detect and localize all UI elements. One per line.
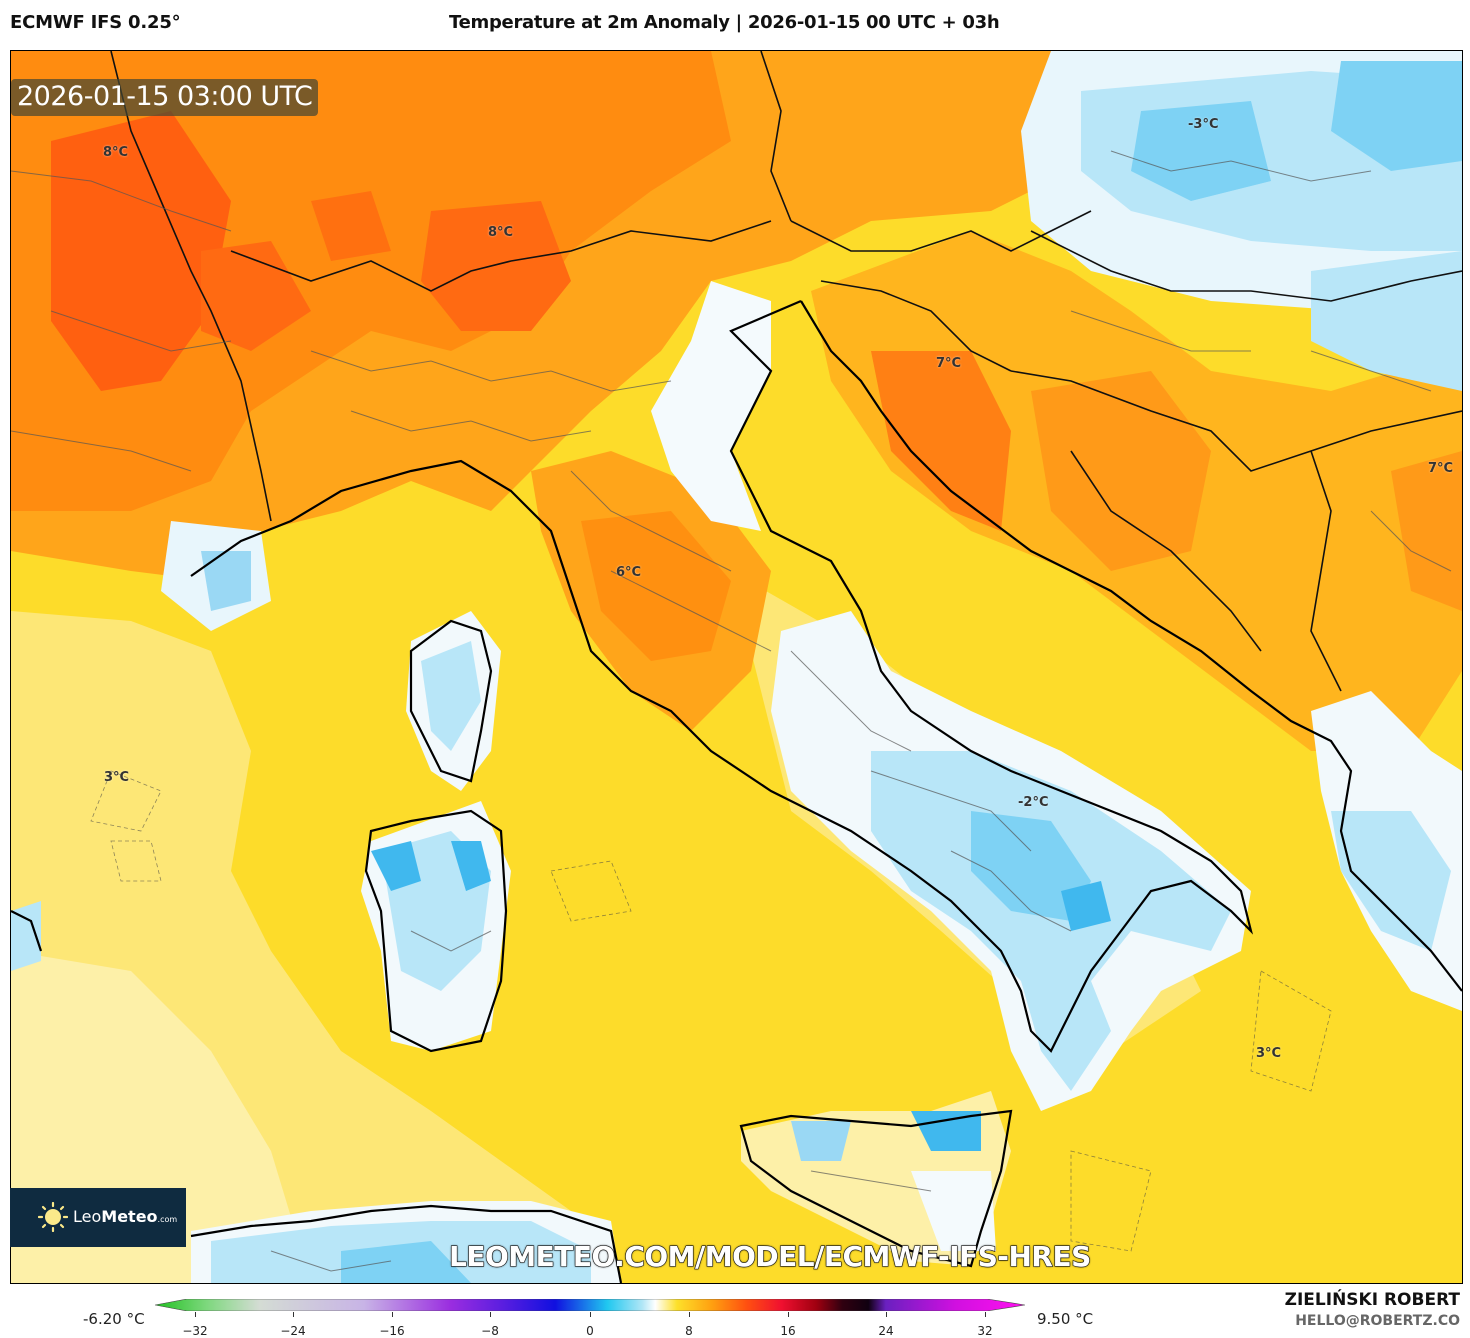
sun-icon (38, 1202, 68, 1232)
colorbar-tick-label: 32 (977, 1324, 993, 1338)
contour-label: 3°C (104, 770, 130, 785)
colorbar-tick (490, 1312, 491, 1317)
colorbar-tick (392, 1312, 393, 1317)
contour-label: 8°C (103, 145, 129, 160)
colorbar (155, 1299, 1025, 1311)
valid-time-badge: 2026-01-15 03:00 UTC (11, 79, 319, 116)
author-name: ZIELIŃSKI ROBERT (1284, 1290, 1460, 1310)
source-url-watermark: LEOMETEO.COM/MODEL/ECMWF-IFS-HRES (448, 1239, 1091, 1273)
chart-title: Temperature at 2m Anomaly | 2026-01-15 0… (449, 12, 1000, 33)
colorbar-ticks: −32 −24 −16 −8 0 8 16 24 32 (0, 1312, 1470, 1338)
colorbar-tick-label: −32 (182, 1324, 208, 1338)
colorbar-tick (195, 1312, 196, 1317)
contour-label: 7°C (936, 356, 962, 371)
contour-label: -2°C (1018, 795, 1049, 810)
colorbar-tick (985, 1312, 986, 1317)
colorbar-tick-label: −16 (379, 1324, 405, 1338)
leometeo-logo[interactable]: LeoMeteo.com (10, 1188, 186, 1247)
contour-label: 6°C (616, 565, 642, 580)
colorbar-tick-label: −24 (280, 1324, 306, 1338)
logo-wordmark: LeoMeteo.com (73, 1207, 178, 1226)
colorbar-tick-label: 16 (780, 1324, 796, 1338)
colorbar-tick-label: 24 (878, 1324, 894, 1338)
author-email[interactable]: HELLO@ROBERTZ.CO (1295, 1313, 1460, 1329)
contour-label: 3°C (1256, 1046, 1282, 1061)
colorbar-min-label: -6.20 °C (83, 1310, 145, 1328)
contour-label: 7°C (1428, 461, 1454, 476)
contour-label: 8°C (488, 225, 514, 240)
colorbar-tick (689, 1312, 690, 1317)
colorbar-tick-label: 8 (685, 1324, 693, 1338)
colorbar-tick-label: 0 (586, 1324, 594, 1338)
model-name: ECMWF IFS 0.25° (10, 12, 181, 33)
colorbar-tick (293, 1312, 294, 1317)
map-canvas (11, 51, 1462, 1283)
contour-label: -3°C (1188, 117, 1219, 132)
colorbar-tick (886, 1312, 887, 1317)
colorbar-tick (788, 1312, 789, 1317)
anomaly-map[interactable]: 2026-01-15 03:00 UTC 8°C 8°C -3°C 7°C 7°… (10, 50, 1463, 1284)
colorbar-tick (590, 1312, 591, 1317)
colorbar-max-label: 9.50 °C (1037, 1310, 1094, 1328)
colorbar-tick-label: −8 (481, 1324, 499, 1338)
